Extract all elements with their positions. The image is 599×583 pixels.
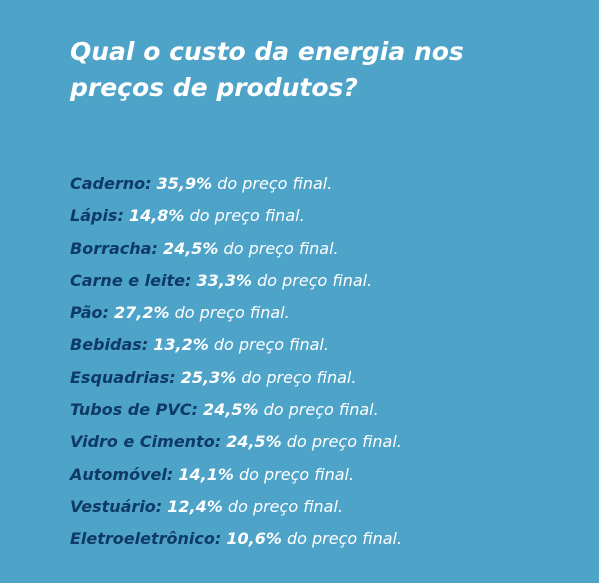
item-label: Lápis: [70, 206, 124, 226]
title: Qual o custo da energia nos preços de pr… [70, 34, 464, 106]
item-row: Automóvel: 14,1% do preço final. [70, 459, 402, 491]
item-label: Eletroeletrônico: [70, 529, 222, 549]
item-row: Vidro e Cimento: 24,5% do preço final. [70, 426, 402, 458]
item-label: Automóvel: [70, 464, 174, 484]
item-value: 25,3% [180, 367, 237, 387]
item-value: 24,5% [226, 432, 282, 452]
item-value: 10,6% [226, 529, 282, 549]
item-list: Caderno: 35,9% do preço final. Lápis: 14,… [70, 168, 402, 556]
item-value: 13,2% [153, 335, 209, 355]
item-suffix: do preço final. [213, 335, 329, 355]
item-suffix: do preço final. [227, 496, 343, 516]
item-label: Caderno: [70, 174, 152, 193]
item-row: Caderno: 35,9% do preço final. [70, 168, 402, 200]
item-row: Lápis: 14,8% do preço final. [70, 200, 402, 232]
item-value: 33,3% [196, 270, 252, 290]
item-row: Eletroeletrônico: 10,6% do preço final. [70, 523, 402, 555]
item-suffix: do preço final. [286, 529, 403, 549]
item-row: Tubos de PVC: 24,5% do preço final. [70, 394, 402, 426]
item-value: 14,1% [178, 464, 234, 484]
item-row: Pão: 27,2% do preço final. [70, 297, 402, 329]
item-row: Carne e leite: 33,3% do preço final. [70, 265, 402, 297]
item-value: 12,4% [167, 496, 223, 516]
item-value: 24,5% [162, 238, 219, 258]
item-suffix: do preço final. [286, 432, 402, 452]
item-label: Vestuário: [70, 496, 163, 516]
item-suffix: do preço final. [263, 400, 379, 420]
item-suffix: do preço final. [238, 464, 355, 484]
item-value: 35,9% [156, 174, 213, 193]
item-row: Bebidas: 13,2% do preço final. [70, 329, 402, 361]
item-label: Esquadrias: [70, 367, 176, 387]
title-line: preços de produtos? [70, 73, 358, 102]
item-label: Tubos de PVC: [70, 400, 198, 420]
item-label: Pão: [70, 303, 109, 323]
item-value: 14,8% [128, 206, 185, 226]
item-suffix: do preço final. [189, 206, 305, 226]
item-suffix: do preço final. [257, 270, 373, 290]
item-suffix: do preço final. [174, 303, 290, 323]
item-label: Vidro e Cimento: [70, 432, 222, 452]
item-row: Borracha: 24,5% do preço final. [70, 233, 402, 265]
item-suffix: do preço final. [223, 238, 339, 258]
item-row: Vestuário: 12,4% do preço final. [70, 491, 402, 523]
item-label: Bebidas: [70, 335, 149, 355]
title-line: Qual o custo da energia nos [70, 37, 464, 66]
item-value: 24,5% [203, 400, 259, 420]
item-row: Esquadrias: 25,3% do preço final. [70, 362, 402, 394]
item-label: Borracha: [70, 238, 158, 258]
item-value: 27,2% [113, 303, 170, 323]
item-suffix: do preço final. [217, 174, 333, 193]
item-suffix: do preço final. [241, 367, 357, 387]
item-label: Carne e leite: [70, 270, 192, 290]
